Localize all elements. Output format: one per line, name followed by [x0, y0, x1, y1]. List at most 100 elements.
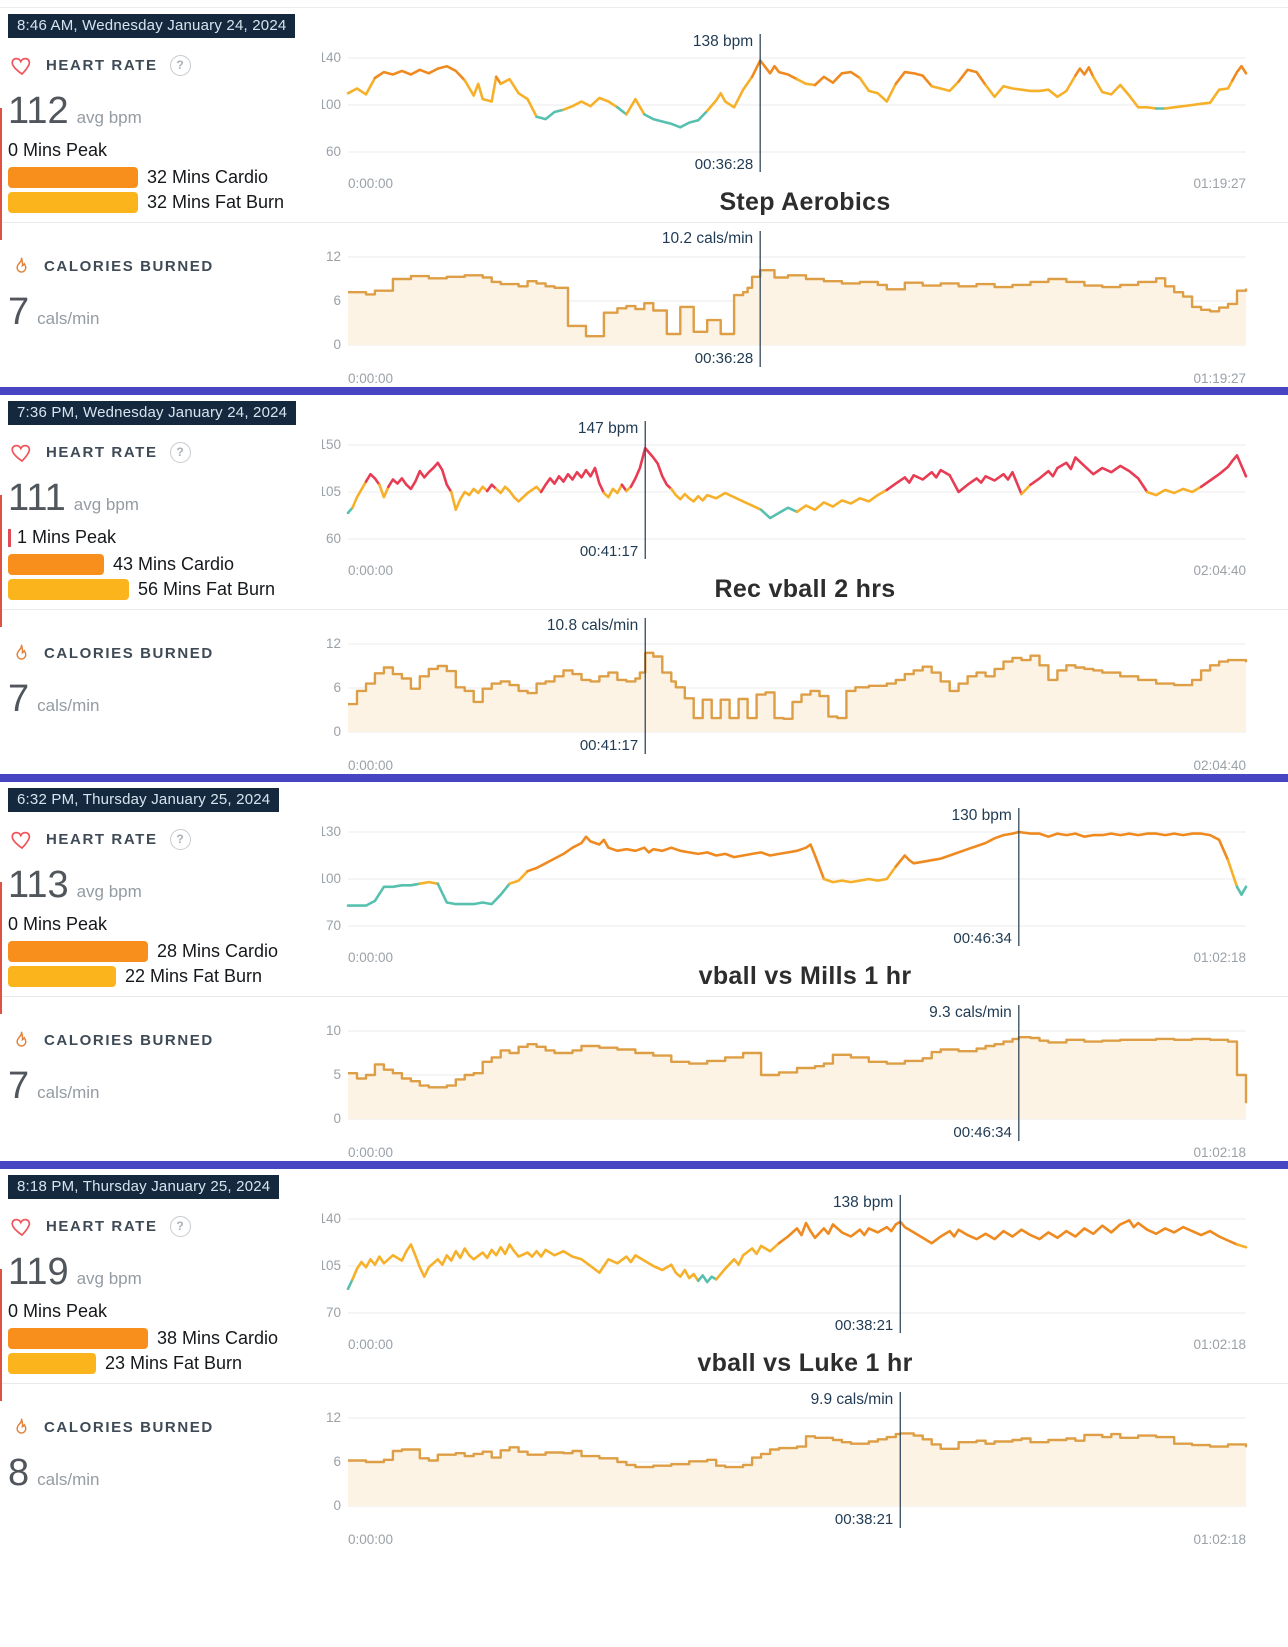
heart-rate-label: HEART RATE — [46, 443, 158, 461]
fatburn-zone-row: 32 Mins Fat Burn — [8, 192, 322, 213]
svg-text:138 bpm: 138 bpm — [833, 1194, 893, 1211]
workout-title: vball vs Luke 1 hr — [697, 1349, 913, 1377]
svg-text:0: 0 — [333, 724, 341, 739]
svg-text:60: 60 — [326, 144, 341, 159]
fatburn-bar — [8, 579, 129, 600]
left-accent-line — [0, 495, 2, 627]
svg-text:6: 6 — [333, 293, 341, 308]
heart-icon — [11, 444, 31, 463]
flame-icon — [16, 1418, 27, 1434]
svg-text:70: 70 — [326, 918, 341, 933]
fatburn-minutes-label: 22 Mins Fat Burn — [125, 966, 263, 986]
svg-text:01:02:18: 01:02:18 — [1193, 1337, 1246, 1352]
session-block: 8:46 AM, Wednesday January 24, 2024 HEAR… — [0, 8, 1288, 387]
svg-text:0:00:00: 0:00:00 — [348, 950, 393, 965]
fatburn-zone-row: 22 Mins Fat Burn — [8, 966, 322, 987]
cals-per-min-unit: cals/min — [37, 696, 100, 715]
heart-icon — [11, 57, 31, 76]
svg-text:02:04:40: 02:04:40 — [1193, 758, 1246, 773]
heart-rate-chart: 150 105 60 147 bpm 00:41:17 0:00:00 02:04:40 — [322, 420, 1248, 578]
fatburn-zone-row: 23 Mins Fat Burn — [8, 1353, 322, 1374]
help-icon[interactable]: ? — [169, 441, 191, 463]
svg-text:00:46:34: 00:46:34 — [953, 1124, 1011, 1141]
svg-text:02:04:40: 02:04:40 — [1193, 563, 1246, 578]
peak-minutes-label: 0 Mins Peak — [8, 140, 108, 160]
svg-text:130 bpm: 130 bpm — [951, 807, 1011, 824]
session-separator — [0, 387, 1288, 395]
session-separator — [0, 774, 1288, 782]
svg-text:130: 130 — [322, 824, 341, 839]
workout-title: vball vs Mills 1 hr — [698, 962, 912, 990]
cals-per-min-value: 7 — [8, 1065, 30, 1107]
svg-text:10.2 cals/min: 10.2 cals/min — [662, 230, 753, 247]
section-divider — [0, 1383, 1288, 1384]
calories-burned-label: CALORIES BURNED — [44, 257, 214, 275]
fatburn-bar — [8, 192, 138, 213]
fatburn-bar — [8, 966, 116, 987]
svg-text:10: 10 — [326, 1023, 341, 1038]
heart-rate-label: HEART RATE — [46, 1217, 158, 1235]
svg-text:105: 105 — [322, 484, 341, 499]
peak-minutes-label: 0 Mins Peak — [8, 1301, 108, 1321]
peak-minutes-row: 1 Mins Peak — [8, 527, 322, 548]
svg-text:0: 0 — [333, 1498, 341, 1513]
svg-text:00:38:21: 00:38:21 — [835, 1511, 893, 1528]
session-block: 8:18 PM, Thursday January 25, 2024 HEART… — [0, 1169, 1288, 1548]
peak-minutes-row: 0 Mins Peak — [8, 140, 322, 161]
page-top-rule — [0, 0, 1288, 8]
session-timestamp-chip: 8:18 PM, Thursday January 25, 2024 — [8, 1175, 280, 1199]
cardio-minutes-label: 32 Mins Cardio — [147, 167, 269, 187]
svg-text:60: 60 — [326, 531, 341, 546]
svg-text:0:00:00: 0:00:00 — [348, 1145, 393, 1160]
cardio-bar — [8, 167, 138, 188]
svg-text:00:41:17: 00:41:17 — [580, 543, 638, 560]
svg-text:138 bpm: 138 bpm — [693, 33, 753, 50]
session-block: 7:36 PM, Wednesday January 24, 2024 HEAR… — [0, 395, 1288, 774]
peak-tick — [8, 528, 11, 547]
section-divider — [0, 609, 1288, 610]
svg-text:12: 12 — [326, 636, 341, 651]
cardio-minutes-label: 43 Mins Cardio — [113, 554, 235, 574]
svg-text:01:19:27: 01:19:27 — [1193, 371, 1246, 386]
calories-burned-label: CALORIES BURNED — [44, 1031, 214, 1049]
svg-text:01:02:18: 01:02:18 — [1193, 1145, 1246, 1160]
cals-per-min-unit: cals/min — [37, 1083, 100, 1102]
fatburn-minutes-label: 23 Mins Fat Burn — [105, 1353, 243, 1373]
left-accent-line — [0, 882, 2, 1014]
avg-bpm-value: 119 — [8, 1251, 69, 1293]
peak-minutes-label: 0 Mins Peak — [8, 914, 108, 934]
svg-text:0:00:00: 0:00:00 — [348, 758, 393, 773]
svg-text:9.3 cals/min: 9.3 cals/min — [929, 1004, 1012, 1021]
heart-icon — [11, 1218, 31, 1237]
cals-per-min-value: 8 — [8, 1452, 30, 1494]
cardio-zone-row: 32 Mins Cardio — [8, 167, 322, 188]
help-icon[interactable]: ? — [169, 828, 191, 850]
flame-icon — [16, 644, 27, 660]
cardio-zone-row: 38 Mins Cardio — [8, 1328, 322, 1349]
fatburn-minutes-label: 32 Mins Fat Burn — [147, 192, 285, 212]
calories-chart: 12 6 0 9.9 cals/min 00:38:21 0:00:00 01:02:18 — [326, 1391, 1248, 1547]
peak-minutes-label: 1 Mins Peak — [17, 527, 117, 547]
peak-minutes-row: 0 Mins Peak — [8, 1301, 322, 1322]
heart-rate-chart: 130 100 70 130 bpm 00:46:34 0:00:00 01:02:18 — [322, 807, 1248, 965]
svg-text:0:00:00: 0:00:00 — [348, 176, 393, 191]
help-icon[interactable]: ? — [169, 1215, 191, 1237]
left-accent-line — [0, 1269, 2, 1401]
session-timestamp-chip: 7:36 PM, Wednesday January 24, 2024 — [8, 401, 297, 425]
peak-minutes-row: 0 Mins Peak — [8, 914, 322, 935]
svg-text:01:19:27: 01:19:27 — [1193, 176, 1246, 191]
svg-text:6: 6 — [333, 1454, 341, 1469]
session-separator — [0, 1161, 1288, 1169]
heart-icon — [11, 831, 31, 850]
heart-rate-label: HEART RATE — [46, 830, 158, 848]
help-icon[interactable]: ? — [169, 54, 191, 76]
cardio-bar — [8, 941, 148, 962]
svg-text:0: 0 — [333, 1111, 341, 1126]
fatburn-zone-row: 56 Mins Fat Burn — [8, 579, 322, 600]
svg-text:10.8 cals/min: 10.8 cals/min — [547, 617, 638, 634]
cardio-zone-row: 43 Mins Cardio — [8, 554, 322, 575]
cardio-minutes-label: 28 Mins Cardio — [157, 941, 279, 961]
cardio-bar — [8, 554, 104, 575]
svg-text:105: 105 — [322, 1258, 341, 1273]
avg-bpm-unit: avg bpm — [76, 1269, 142, 1288]
